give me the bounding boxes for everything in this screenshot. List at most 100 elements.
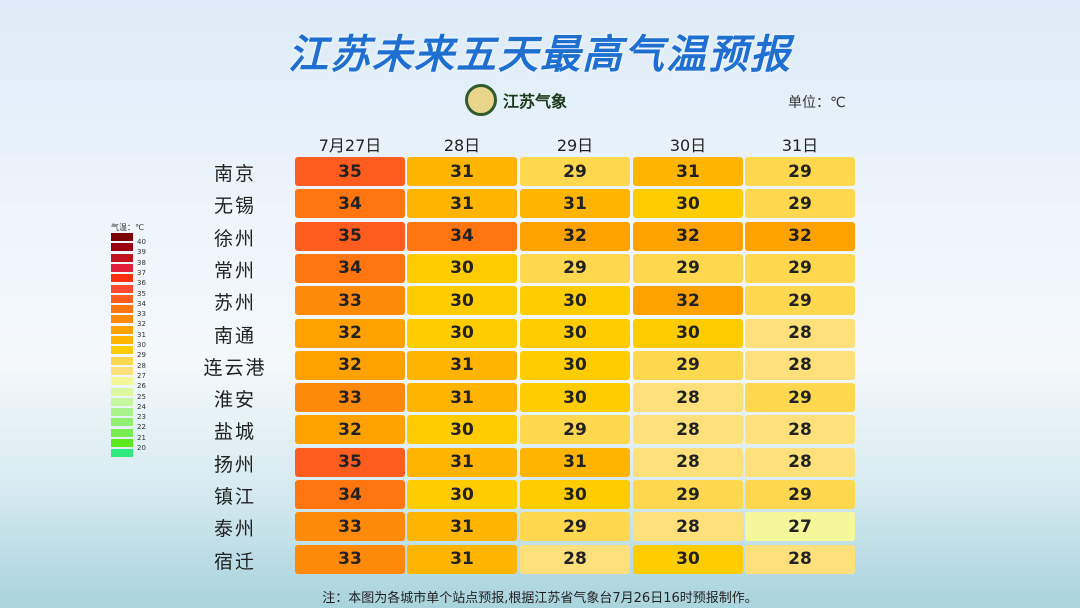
temperature-cell: 31 bbox=[407, 544, 517, 574]
city-label: 宿迁 bbox=[213, 550, 256, 573]
legend-swatch bbox=[111, 294, 133, 303]
temperature-cell: 34 bbox=[407, 221, 517, 251]
temperature-cell: 32 bbox=[295, 415, 405, 445]
temperature-cell: 30 bbox=[407, 480, 517, 509]
legend-label: 24 bbox=[137, 402, 146, 411]
city-label: 无锡 bbox=[213, 195, 256, 218]
temperature-cell: 28 bbox=[633, 447, 743, 477]
temperature-cell: 29 bbox=[745, 383, 855, 413]
temperature-cell: 29 bbox=[745, 286, 855, 316]
temperature-cell: 30 bbox=[407, 415, 517, 445]
legend-label: 32 bbox=[137, 320, 146, 329]
city-label: 泰州 bbox=[213, 518, 256, 541]
temperature-cell: 29 bbox=[633, 350, 743, 380]
temperature-cell: 31 bbox=[407, 383, 517, 413]
legend-label: 20 bbox=[137, 444, 146, 452]
unit-label: 单位：℃ bbox=[788, 95, 846, 111]
city-label: 淮安 bbox=[213, 389, 256, 412]
city-label: 南通 bbox=[213, 324, 256, 347]
legend-label: 21 bbox=[137, 433, 146, 442]
legend-swatch bbox=[111, 315, 133, 324]
temperature-cell: 28 bbox=[745, 415, 855, 445]
temperature-cell: 31 bbox=[407, 350, 517, 380]
page-title: 江苏未来五天最高气温预报 bbox=[288, 32, 792, 78]
legend-label: 22 bbox=[137, 423, 146, 432]
temperature-cell: 34 bbox=[295, 189, 405, 219]
legend-swatch bbox=[111, 377, 133, 386]
legend-title: 气温：℃ bbox=[111, 223, 144, 232]
temperature-cell: 28 bbox=[520, 544, 630, 574]
temperature-cell: 30 bbox=[520, 350, 630, 380]
legend-swatch bbox=[111, 325, 133, 334]
city-label: 南京 bbox=[213, 163, 256, 185]
temperature-cell: 32 bbox=[633, 286, 743, 316]
legend-swatch bbox=[111, 284, 133, 293]
column-header: 7月27日 bbox=[318, 136, 382, 155]
temperature-cell: 28 bbox=[633, 512, 743, 542]
temperature-cell: 32 bbox=[295, 318, 405, 348]
legend-swatch bbox=[111, 346, 133, 355]
legend-swatch bbox=[111, 397, 133, 406]
temperature-cell: 33 bbox=[295, 512, 405, 542]
footnote: 注：本图为各城市单个站点预报,根据江苏省气象台7月26日16时预报制作。 bbox=[322, 591, 758, 606]
legend-swatch bbox=[111, 387, 133, 396]
column-header: 29日 bbox=[556, 136, 594, 155]
temperature-cell: 30 bbox=[520, 480, 630, 509]
city-label: 徐州 bbox=[213, 227, 256, 250]
city-label: 镇江 bbox=[213, 486, 256, 508]
legend-swatch bbox=[111, 428, 133, 437]
legend-label: 39 bbox=[137, 248, 146, 257]
temperature-cell: 33 bbox=[295, 383, 405, 413]
temperature-cell: 29 bbox=[520, 253, 630, 283]
legend-swatch bbox=[111, 263, 133, 272]
legend-label: 33 bbox=[137, 310, 146, 319]
temperature-cell: 28 bbox=[745, 544, 855, 574]
temperature-cell: 34 bbox=[295, 253, 405, 283]
temperature-cell: 35 bbox=[295, 447, 405, 477]
city-label: 盐城 bbox=[213, 421, 256, 444]
temperature-cell: 32 bbox=[633, 221, 743, 251]
temperature-cell: 29 bbox=[520, 157, 630, 186]
temperature-cell: 30 bbox=[633, 189, 743, 219]
legend-swatch bbox=[111, 243, 133, 252]
city-label: 连云港 bbox=[203, 356, 267, 379]
legend-label: 40 bbox=[137, 238, 146, 246]
temperature-cell: 33 bbox=[295, 544, 405, 574]
temperature-cell: 30 bbox=[407, 253, 517, 283]
temperature-cell: 32 bbox=[520, 221, 630, 251]
temperature-cell: 31 bbox=[520, 189, 630, 219]
city-label: 苏州 bbox=[213, 292, 256, 315]
temperature-cell: 30 bbox=[407, 318, 517, 348]
temperature-cell: 30 bbox=[520, 286, 630, 316]
temperature-cell: 27 bbox=[745, 512, 855, 542]
legend-label: 37 bbox=[137, 268, 146, 277]
legend-label: 36 bbox=[137, 279, 146, 288]
city-label: 常州 bbox=[213, 259, 256, 282]
temperature-cell: 34 bbox=[295, 480, 405, 509]
temperature-cell: 31 bbox=[633, 157, 743, 186]
legend-label: 27 bbox=[137, 371, 146, 380]
legend-swatch bbox=[111, 274, 133, 283]
legend-label: 25 bbox=[137, 392, 146, 401]
legend-swatch bbox=[111, 253, 133, 262]
temperature-cell: 29 bbox=[633, 253, 743, 283]
temperature-cell: 29 bbox=[633, 480, 743, 509]
legend-label: 28 bbox=[137, 361, 146, 370]
legend-label: 34 bbox=[137, 299, 146, 308]
column-header: 31日 bbox=[781, 136, 819, 155]
legend-swatch bbox=[111, 418, 133, 427]
legend-label: 30 bbox=[137, 341, 146, 349]
temperature-cell: 28 bbox=[633, 415, 743, 445]
column-header: 28日 bbox=[443, 136, 481, 155]
temperature-cell: 30 bbox=[407, 286, 517, 316]
legend-swatch bbox=[111, 439, 133, 447]
temperature-cell: 28 bbox=[745, 350, 855, 380]
legend-label: 29 bbox=[137, 351, 146, 360]
logo-text: 江苏气象 bbox=[503, 92, 568, 111]
temperature-cell: 31 bbox=[407, 157, 517, 186]
legend-label: 38 bbox=[137, 258, 146, 267]
temperature-cell: 35 bbox=[295, 221, 405, 251]
legend-label: 23 bbox=[137, 413, 146, 422]
temperature-cell: 28 bbox=[745, 447, 855, 477]
temperature-cell: 32 bbox=[295, 350, 405, 380]
